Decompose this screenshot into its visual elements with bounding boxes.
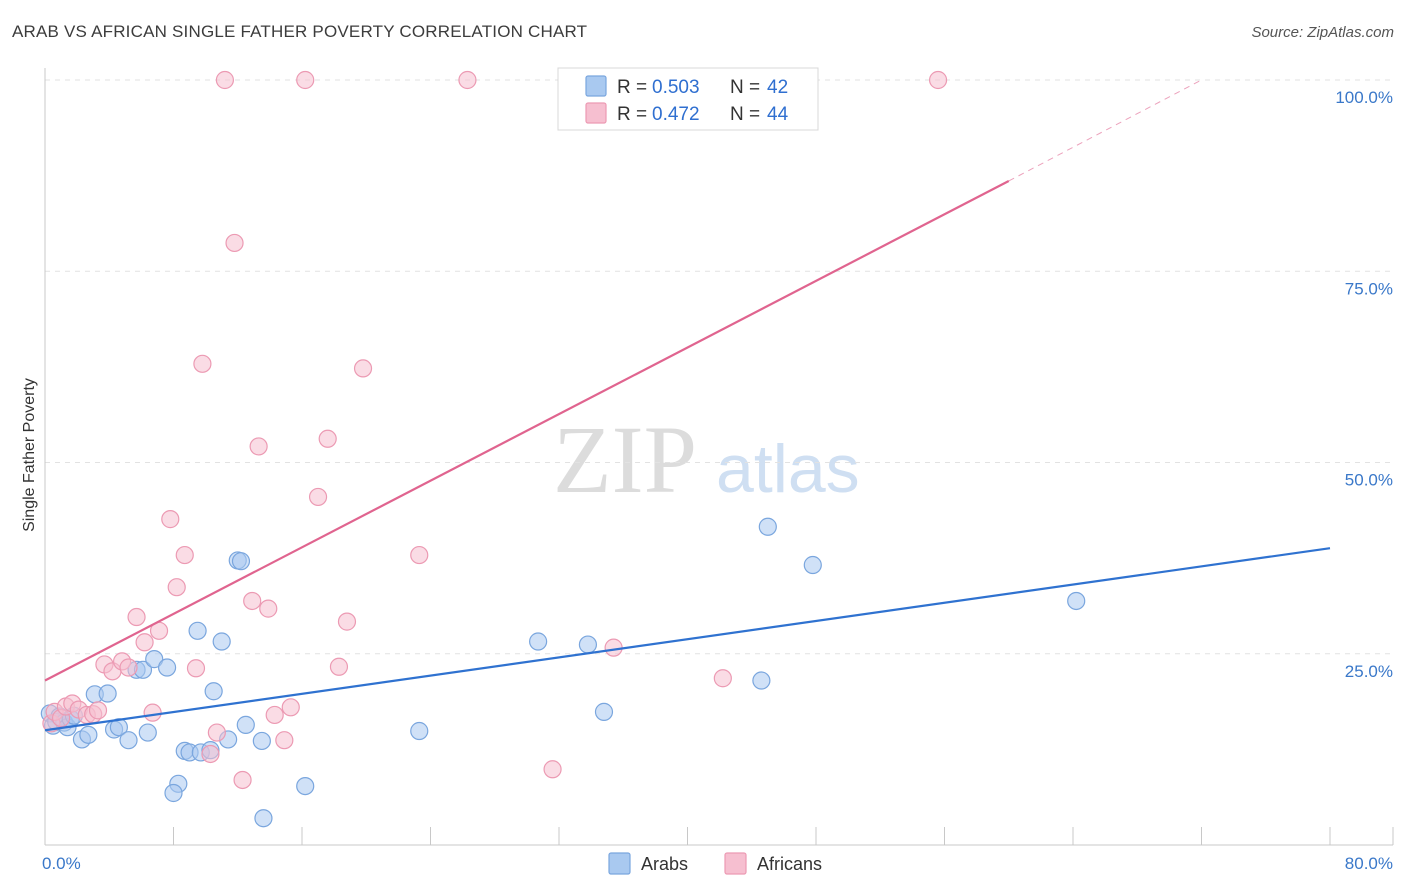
africans-trend-line [44,180,1010,682]
grid-lines [45,79,1393,655]
africans-points [42,70,948,790]
african-point [161,510,180,529]
watermark-atlas: atlas [716,431,860,507]
african-point [353,359,373,378]
y-tick-label: 25.0% [1345,662,1393,681]
african-point [88,701,108,720]
arab-point [758,517,777,536]
arab-point [410,721,429,741]
african-point [265,705,284,725]
arab-point [79,725,98,744]
arab-point [145,650,164,669]
african-point [713,669,732,688]
legend-africans-swatch [585,102,607,124]
y-tick-label: 100.0% [1335,88,1393,107]
y-tick-label: 75.0% [1345,279,1393,298]
y-axis-title: Single Father Poverty [21,378,38,532]
arab-point [138,723,157,742]
legend-top: R = 0.503 N = 42 R = 0.472 N = 44 [557,67,819,131]
arab-point [1067,591,1086,611]
african-point [543,760,562,779]
african-point [143,703,162,722]
arab-point [164,783,183,803]
african-point [281,698,300,717]
legend-africans-r-label: R = [617,104,647,125]
african-point [318,429,337,448]
african-point [296,70,315,90]
arab-point [752,671,771,690]
arab-point [204,682,223,701]
y-tick-labels: 25.0% 50.0% 75.0% 100.0% [1335,88,1393,681]
legend-bottom-africans-label: Africans [757,854,822,874]
trend-lines [44,79,1331,732]
x-tick-label-max: 80.0% [1345,854,1393,873]
arab-point [252,731,271,751]
legend-bottom-africans-swatch [724,852,747,875]
african-point [207,723,226,742]
arab-point [231,552,251,571]
legend-arabs-swatch [585,75,607,97]
african-point [167,578,186,597]
arab-point [578,635,598,654]
arab-point [803,555,822,575]
arab-point [254,809,273,828]
african-point [215,70,234,90]
african-point [127,607,146,627]
african-point [119,658,138,677]
african-point [193,354,212,373]
chart-title: ARAB VS AFRICAN SINGLE FATHER POVERTY CO… [12,22,588,41]
legend-africans-n-value: 44 [767,104,789,125]
arabs-trend-line [44,547,1331,732]
legend-bottom-arabs-label: Arabs [641,854,688,874]
x-tick-labels: 0.0% 80.0% [42,854,1393,873]
african-point [458,70,477,90]
legend-africans-r-value: 0.472 [652,104,700,125]
arab-point [119,731,138,750]
y-tick-label: 50.0% [1345,471,1393,490]
legend-arabs-n-label: N = [730,77,760,98]
african-point [233,770,252,790]
african-point [225,233,244,253]
african-point [201,744,220,764]
african-point [928,70,948,90]
arab-point [157,658,177,677]
legend-africans-n-label: N = [730,104,760,125]
legend-bottom: Arabs Africans [608,852,822,875]
source-label: Source: ZipAtlas.com [1251,24,1394,41]
legend-arabs-r-value: 0.503 [652,77,700,98]
arab-point [296,776,315,796]
african-point [308,487,328,507]
african-point [275,731,294,750]
arab-point [594,702,614,721]
african-point [410,545,429,565]
x-tick-label-min: 0.0% [42,854,81,873]
arab-point [529,632,548,651]
african-point [337,612,357,631]
arab-point [236,715,255,734]
african-point [329,657,349,676]
legend-bottom-arabs-swatch [608,852,631,875]
arab-point [188,621,207,640]
african-point [135,633,154,652]
arab-point [98,684,117,703]
african-point [175,545,194,565]
african-point [243,591,262,611]
africans-trend-extension [1008,79,1202,182]
legend-arabs-n-value: 42 [767,77,788,98]
legend-arabs-r-label: R = [617,77,647,98]
watermark-zip: ZIP [553,406,697,513]
african-point [604,638,623,657]
arab-point [212,632,231,651]
african-point [186,659,206,678]
african-point [259,599,278,618]
african-point [249,437,268,456]
